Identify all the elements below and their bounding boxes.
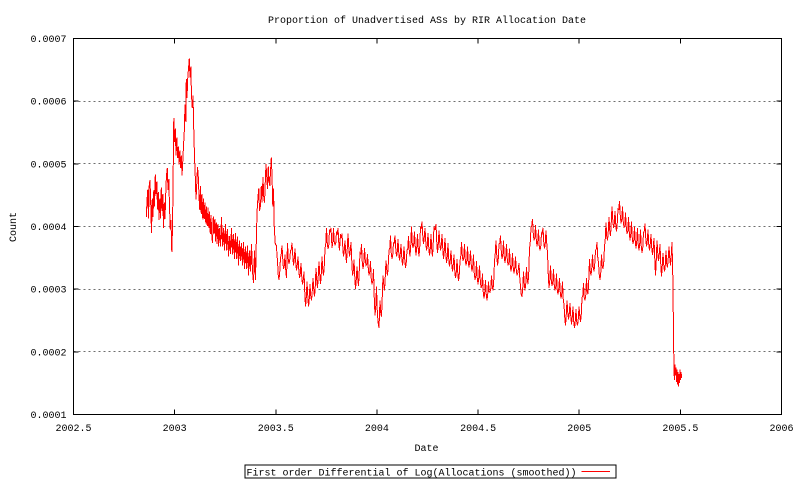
svg-text:2006: 2006 bbox=[769, 424, 793, 435]
svg-text:0.0004: 0.0004 bbox=[30, 223, 66, 234]
svg-text:2003: 2003 bbox=[163, 424, 187, 435]
svg-text:Proportion of Unadvertised ASs: Proportion of Unadvertised ASs by RIR Al… bbox=[268, 15, 586, 27]
svg-text:2004.5: 2004.5 bbox=[460, 424, 496, 435]
svg-text:2005.5: 2005.5 bbox=[662, 424, 698, 435]
svg-text:0.0001: 0.0001 bbox=[30, 411, 66, 422]
svg-text:0.0007: 0.0007 bbox=[30, 35, 66, 46]
svg-text:Count: Count bbox=[9, 212, 20, 242]
svg-text:0.0006: 0.0006 bbox=[30, 98, 66, 109]
svg-text:2002.5: 2002.5 bbox=[55, 424, 91, 435]
svg-text:First order Differential of Lo: First order Differential of Log(Allocati… bbox=[247, 468, 577, 480]
svg-text:0.0005: 0.0005 bbox=[30, 160, 66, 171]
svg-text:2004: 2004 bbox=[365, 424, 389, 435]
svg-text:2005: 2005 bbox=[567, 424, 591, 435]
svg-text:0.0003: 0.0003 bbox=[30, 286, 66, 297]
svg-text:Date: Date bbox=[414, 444, 438, 455]
svg-text:0.0002: 0.0002 bbox=[30, 348, 66, 359]
svg-text:2003.5: 2003.5 bbox=[258, 424, 294, 435]
